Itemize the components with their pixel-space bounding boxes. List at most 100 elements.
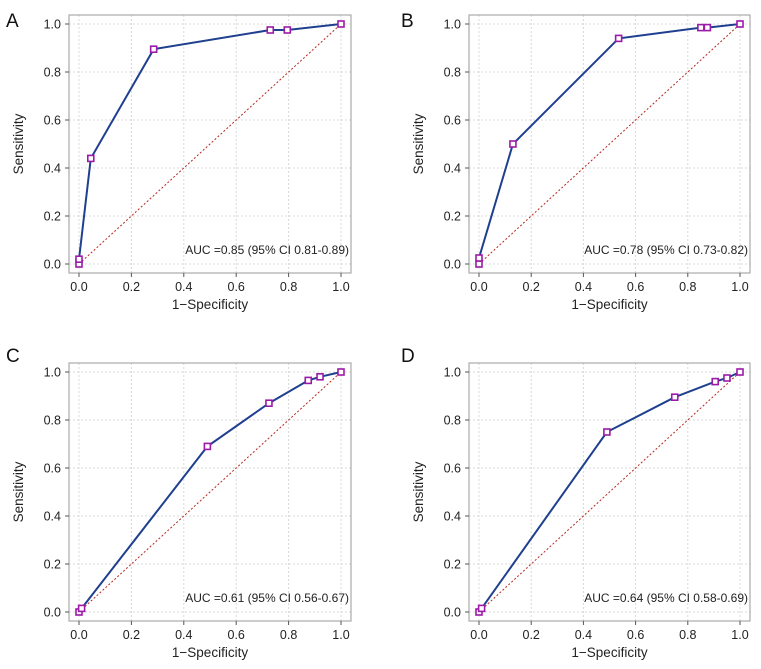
panel-letter: D (401, 346, 415, 367)
y-tick-label: 0.0 (444, 258, 461, 272)
roc-data-point (670, 393, 679, 402)
roc-data-point (703, 23, 712, 32)
x-tick-label: 0.4 (575, 280, 592, 294)
x-tick-label: 1.0 (332, 280, 349, 294)
panel-c: C 0.0 0.2 0.4 0.6 0.8 1.0 0.0 0.2 0.4 0.6 0.8 1.0 1−S… (6, 346, 352, 660)
auc-annotation: AUC =0.61 (95% CI 0.56-0.67) (185, 591, 349, 605)
x-tick-label: 0.6 (228, 628, 245, 642)
x-tick-label: 0.0 (70, 280, 87, 294)
x-tick-label: 0.6 (627, 280, 644, 294)
y-tick-label: 0.4 (44, 162, 61, 176)
roc-data-point (475, 254, 483, 262)
reference-diagonal-line (78, 371, 342, 613)
x-tick-label: 0.0 (470, 628, 487, 642)
y-tick-label: 1.0 (444, 18, 461, 32)
roc-data-point (304, 376, 313, 385)
y-axis-title: Sensitivity (11, 113, 26, 174)
roc-data-point (614, 34, 623, 43)
y-tick-label: 0.4 (444, 162, 461, 176)
y-tick-label: 0.2 (444, 210, 461, 224)
x-tick-label: 0.2 (523, 280, 540, 294)
panel-letter: C (6, 346, 20, 367)
y-axis-title: Sensitivity (411, 113, 426, 174)
panel-a: A 0.0 0.2 0.4 0.6 0.8 1.0 0.0 0.2 0.4 0.6 0.8 1.0 1−S… (6, 11, 352, 312)
y-tick-label: 0.6 (444, 114, 461, 128)
y-tick-label: 0.8 (444, 66, 461, 80)
roc-data-point (283, 26, 292, 34)
reference-diagonal-line (478, 23, 741, 265)
roc-data-point (603, 428, 611, 436)
y-tick-label: 0.8 (44, 66, 61, 80)
x-tick-label: 0.0 (470, 280, 487, 294)
y-tick-label: 0.2 (44, 210, 61, 224)
y-tick-label: 0.8 (44, 414, 61, 428)
roc-data-point (736, 20, 744, 28)
panel-b: B 0.0 0.2 0.4 0.6 0.8 1.0 0.0 0.2 0.4 0.6 0.8 1.0 1−S… (401, 11, 751, 312)
x-tick-label: 0.2 (123, 280, 140, 294)
roc-data-point (77, 604, 86, 613)
x-tick-label: 0.8 (679, 280, 696, 294)
y-tick-label: 1.0 (44, 366, 61, 380)
roc-data-point (711, 377, 720, 386)
x-axis-title: 1−Specificity (571, 297, 647, 312)
plot-area-frame (68, 14, 352, 274)
y-tick-label: 0.0 (44, 606, 61, 620)
roc-data-point (265, 399, 273, 408)
reference-diagonal-line (478, 371, 741, 613)
x-tick-label: 0.6 (627, 628, 644, 642)
y-tick-label: 0.6 (444, 462, 461, 476)
roc-data-point (316, 372, 324, 381)
y-tick-label: 0.6 (44, 114, 61, 128)
roc-data-point (337, 20, 345, 28)
x-tick-label: 0.0 (70, 628, 87, 642)
y-axis-title: Sensitivity (11, 461, 26, 522)
roc-data-point (337, 368, 345, 376)
x-tick-label: 0.8 (679, 628, 696, 642)
x-axis-title: 1−Specificity (172, 297, 248, 312)
y-tick-label: 0.6 (44, 462, 61, 476)
y-tick-label: 0.2 (44, 558, 61, 572)
x-tick-label: 0.8 (280, 280, 297, 294)
roc-data-point (723, 374, 731, 382)
roc-data-point (697, 23, 705, 32)
roc-data-point (75, 255, 83, 264)
y-tick-label: 1.0 (444, 366, 461, 380)
x-tick-label: 0.4 (575, 628, 592, 642)
y-tick-label: 0.0 (444, 606, 461, 620)
roc-data-point (509, 140, 517, 148)
roc-data-point (86, 154, 95, 163)
y-tick-label: 0.2 (444, 558, 461, 572)
auc-annotation: AUC =0.78 (95% CI 0.73-0.82) (584, 243, 748, 257)
x-tick-label: 0.4 (175, 628, 192, 642)
x-tick-label: 1.0 (731, 628, 748, 642)
auc-annotation: AUC =0.85 (95% CI 0.81-0.89) (185, 243, 349, 257)
x-tick-label: 0.6 (228, 280, 245, 294)
y-tick-label: 0.0 (44, 258, 61, 272)
x-tick-label: 1.0 (332, 628, 349, 642)
auc-annotation: AUC =0.64 (95% CI 0.58-0.69) (584, 591, 748, 605)
x-axis-title: 1−Specificity (571, 645, 647, 660)
y-tick-label: 0.8 (444, 414, 461, 428)
x-tick-label: 0.8 (280, 628, 297, 642)
roc-data-point (203, 442, 212, 451)
plot-area-frame (468, 362, 751, 622)
reference-diagonal-line (78, 23, 342, 265)
y-tick-label: 0.4 (444, 510, 461, 524)
roc-data-point (477, 604, 486, 613)
roc-data-point (736, 368, 744, 376)
x-tick-label: 0.2 (123, 628, 140, 642)
y-tick-label: 1.0 (44, 18, 61, 32)
x-tick-label: 0.2 (523, 628, 540, 642)
y-axis-title: Sensitivity (411, 461, 426, 522)
x-axis-title: 1−Specificity (172, 645, 248, 660)
roc-data-point (266, 26, 275, 34)
panel-d: D 0.0 0.2 0.4 0.6 0.8 1.0 0.0 0.2 0.4 0.6 0.8 1.0 1−S… (401, 346, 751, 660)
y-tick-label: 0.4 (44, 510, 61, 524)
plot-area-frame (68, 362, 352, 622)
roc-data-point (475, 260, 483, 268)
x-tick-label: 1.0 (731, 280, 748, 294)
plot-area-frame (468, 14, 751, 274)
roc-data-point (149, 45, 158, 54)
panel-letter: B (401, 11, 414, 32)
